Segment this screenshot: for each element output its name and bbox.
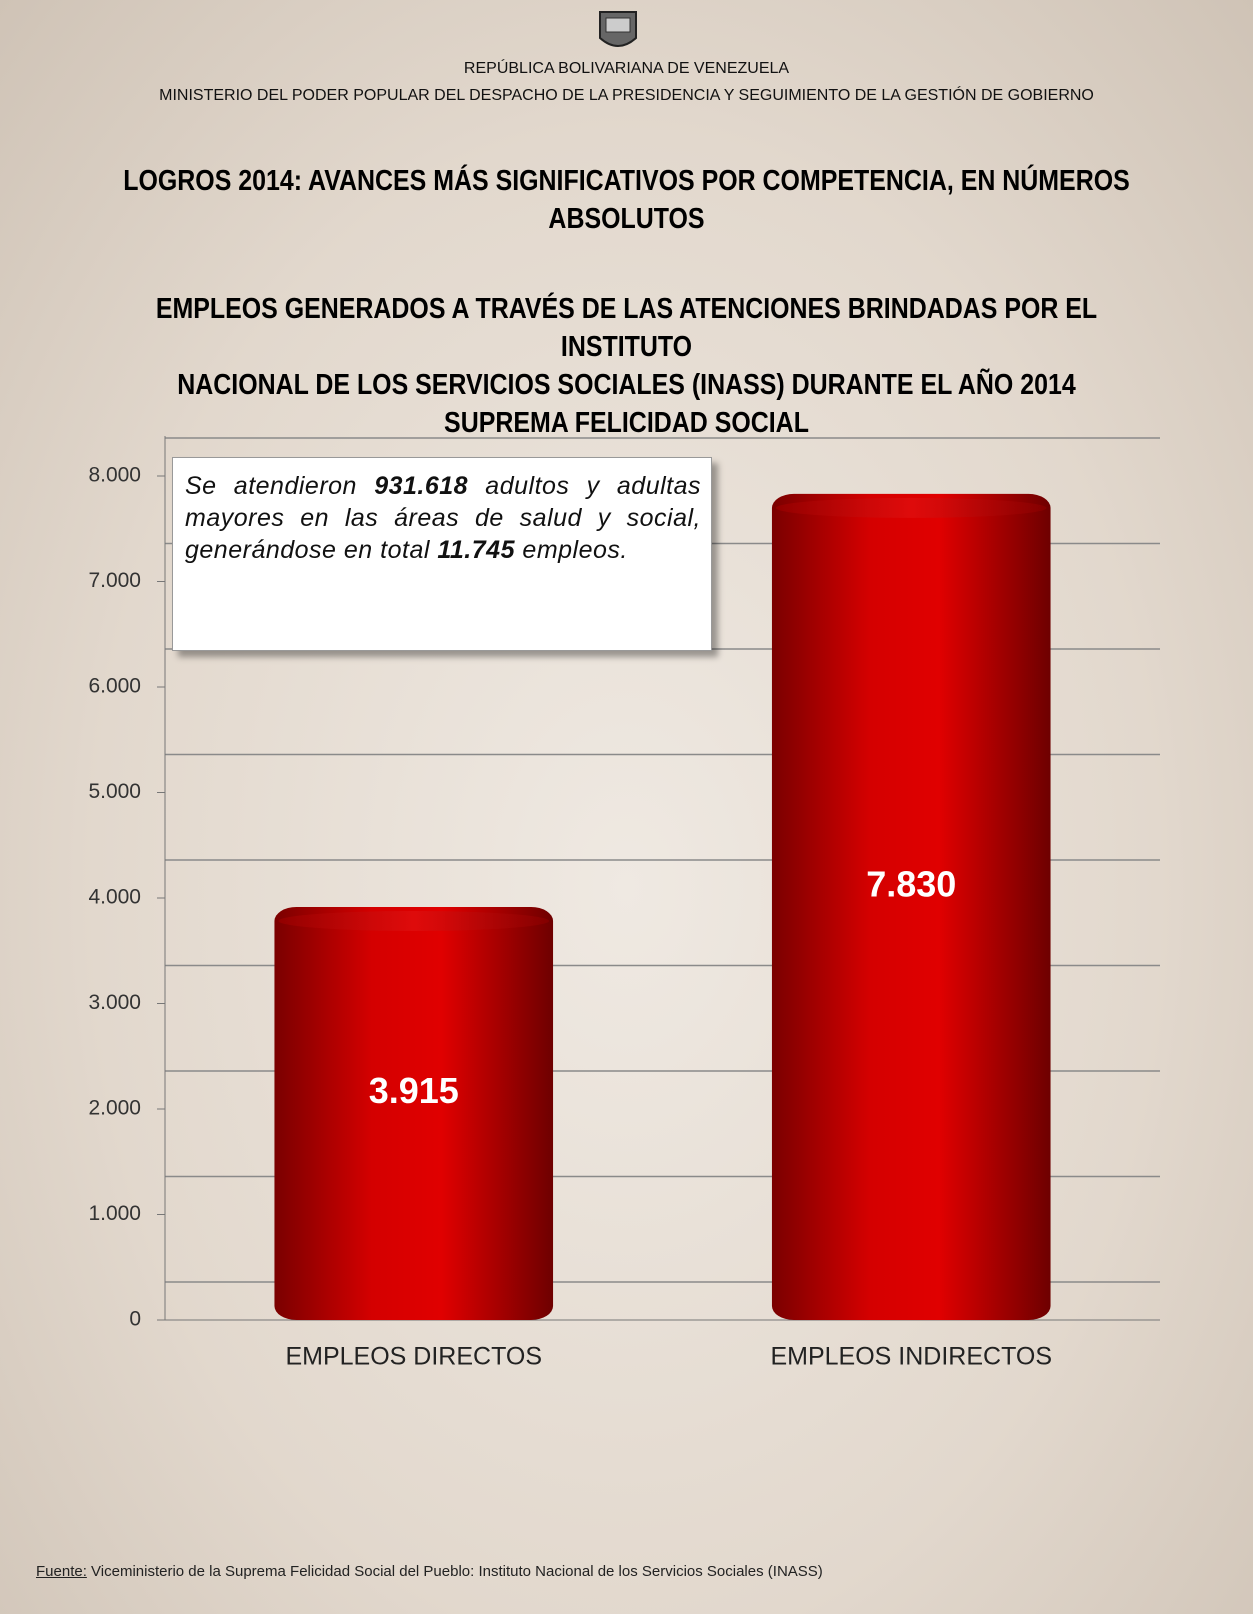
annotation-number: 11.745 xyxy=(437,536,515,564)
source-label: Fuente: xyxy=(36,1563,87,1580)
subtitle: EMPLEOS GENERADOS A TRAVÉS DE LAS ATENCI… xyxy=(88,290,1166,442)
subtitle-line: NACIONAL DE LOS SERVICIOS SOCIALES (INAS… xyxy=(177,369,1076,401)
source-text: Viceministerio de la Suprema Felicidad S… xyxy=(86,1563,823,1580)
y-tick-label: 1.000 xyxy=(88,1202,141,1225)
title: LOGROS 2014: AVANCES MÁS SIGNIFICATIVOS … xyxy=(88,162,1166,238)
value-label: 7.830 xyxy=(866,863,956,904)
annotation-text: empleos. xyxy=(514,536,628,564)
subtitle-line: EMPLEOS GENERADOS A TRAVÉS DE LAS ATENCI… xyxy=(155,293,1098,363)
title-line: LOGROS 2014: AVANCES MÁS SIGNIFICATIVOS … xyxy=(123,165,1130,197)
bar xyxy=(274,906,554,1320)
republic: REPÚBLICA BOLIVARIANA DE VENEZUELA xyxy=(463,60,790,77)
y-tick-label: 4.000 xyxy=(88,886,141,909)
y-tick-label: 5.000 xyxy=(88,780,141,803)
bar-cap xyxy=(775,497,1047,518)
y-tick-label: 0 xyxy=(129,1308,141,1331)
bar xyxy=(771,493,1051,1320)
ministry: MINISTERIO DEL PODER POPULAR DEL DESPACH… xyxy=(159,87,1094,104)
y-tick-label: 2.000 xyxy=(88,1097,141,1120)
title-line: ABSOLUTOS xyxy=(548,203,705,235)
subtitle-line: SUPREMA FELICIDAD SOCIAL xyxy=(444,407,809,439)
emblem xyxy=(599,11,637,47)
y-tick-label: 8.000 xyxy=(88,464,141,487)
x-tick-label: EMPLEOS DIRECTOS xyxy=(285,1343,542,1371)
footer: Fuente: Viceministerio de la Suprema Fel… xyxy=(36,1563,823,1580)
annotation: Se atendieron 931.618 adultos y adultas … xyxy=(172,457,712,651)
y-tick-label: 6.000 xyxy=(88,675,141,698)
y-tick-label: 3.000 xyxy=(88,991,141,1014)
annotation-text: adultos y adultas mayores en las áreas d… xyxy=(185,472,701,564)
annotation-text: Se atendieron xyxy=(185,472,375,500)
y-tick-label: 7.000 xyxy=(88,569,141,592)
bar-cap xyxy=(278,910,550,931)
annotation-number: 931.618 xyxy=(374,472,469,500)
x-tick-label: EMPLEOS INDIRECTOS xyxy=(770,1343,1052,1371)
value-label: 3.915 xyxy=(369,1070,459,1111)
